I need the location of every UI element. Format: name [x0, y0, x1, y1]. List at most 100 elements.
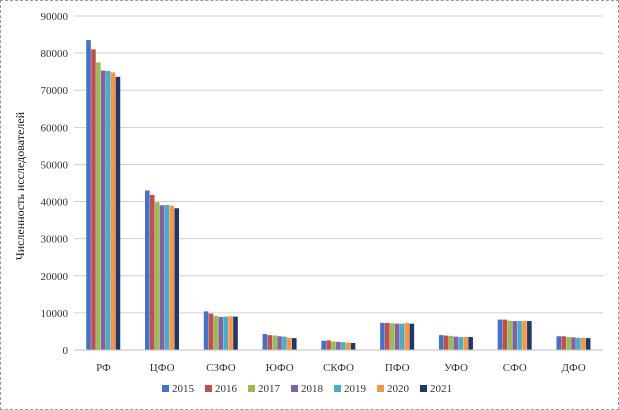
bar-СФО-2020 — [522, 321, 527, 350]
bar-ЮФО-2020 — [287, 337, 292, 350]
legend-label: 2021 — [430, 383, 452, 395]
y-tick-label: 80000 — [41, 48, 69, 60]
legend-item: 2020 — [377, 383, 410, 395]
bar-УФО-2015 — [438, 335, 444, 350]
x-category-label: УФО — [444, 362, 468, 374]
bar-ЮФО-2015 — [262, 334, 268, 350]
bar-ПФО-2020 — [404, 322, 410, 350]
bar-ДФО-2020 — [580, 337, 586, 350]
legend-item: 2015 — [162, 383, 195, 395]
bar-ПФО-2018 — [394, 323, 400, 350]
bar-УФО-2017 — [448, 335, 454, 350]
legend-item: 2019 — [334, 383, 367, 395]
bar-СКФО-2018 — [336, 341, 341, 350]
bar-СКФО-2015 — [321, 340, 326, 350]
bar-СЗФО-2021 — [233, 316, 238, 350]
bar-ПФО-2021 — [409, 323, 415, 350]
bar-ПФО-2019 — [399, 323, 405, 350]
bar-ДФО-2019 — [576, 337, 581, 350]
legend-label: 2017 — [258, 383, 281, 395]
bar-РФ-2015 — [86, 40, 91, 351]
bar-СКФО-2017 — [331, 341, 336, 350]
x-category-label: ПФО — [385, 362, 410, 374]
x-category-label: СКФО — [323, 362, 354, 374]
bar-СКФО-2020 — [345, 342, 351, 350]
legend-label: 2020 — [387, 383, 410, 395]
bar-РФ-2016 — [91, 49, 96, 351]
y-tick-label: 70000 — [41, 85, 69, 97]
bar-СКФО-2019 — [340, 342, 346, 350]
bar-УФО-2018 — [453, 336, 459, 350]
bar-УФО-2021 — [468, 337, 473, 350]
bar-СЗФО-2018 — [218, 316, 224, 350]
y-axis-ticks: 0 10000 20000 30000 40000 50000 60000 70000 8000… — [41, 11, 69, 357]
bar-УФО-2016 — [443, 335, 449, 350]
bar-РФ-2017 — [96, 62, 101, 350]
bar-ДФО-2017 — [566, 337, 571, 350]
bar-ДФО-2021 — [585, 338, 591, 350]
legend-swatch — [248, 385, 255, 392]
legend-label: 2018 — [301, 383, 324, 395]
bar-ПФО-2016 — [385, 322, 390, 350]
y-tick-label: 90000 — [41, 11, 69, 23]
bar-СКФО-2021 — [350, 342, 356, 350]
bar-СЗФО-2015 — [203, 311, 209, 350]
legend-item: 2017 — [248, 383, 281, 395]
bar-СФО-2015 — [497, 319, 503, 350]
bar-ЦФО-2015 — [145, 190, 150, 350]
y-tick-label: 60000 — [41, 122, 69, 134]
x-category-label: РФ — [96, 362, 111, 374]
bar-УФО-2019 — [458, 337, 464, 350]
legend-swatch — [291, 385, 298, 392]
bar-РФ-2020 — [110, 72, 116, 350]
bar-СФО-2019 — [517, 321, 522, 350]
legend-swatch — [420, 385, 427, 392]
bar-ЦФО-2017 — [154, 202, 160, 350]
bar-ЦФО-2016 — [149, 194, 155, 350]
y-tick-label: 20000 — [41, 271, 69, 283]
bar-ЮФО-2018 — [277, 336, 282, 350]
bar-СЗФО-2016 — [208, 313, 214, 350]
x-category-label: СФО — [503, 362, 527, 374]
bar-ЦФО-2019 — [164, 204, 170, 350]
legend-swatch — [205, 385, 212, 392]
y-axis-label: Численность исследователей — [13, 111, 27, 260]
bar-СФО-2017 — [507, 320, 513, 350]
legend-swatch — [334, 385, 341, 392]
bar-СФО-2018 — [512, 321, 517, 350]
legend-label: 2019 — [344, 383, 367, 395]
bar-ДФО-2016 — [561, 336, 566, 350]
bar-ЦФО-2021 — [174, 208, 180, 350]
bar-СФО-2021 — [527, 321, 532, 350]
legend-item: 2018 — [291, 383, 324, 395]
x-category-label: ЦФО — [150, 362, 175, 374]
legend-item: 2021 — [420, 383, 452, 395]
bar-РФ-2021 — [115, 76, 121, 351]
y-tick-label: 50000 — [41, 159, 69, 171]
bars — [86, 40, 591, 351]
legend-item: 2016 — [205, 383, 238, 395]
legend-swatch — [162, 385, 169, 392]
legend-label: 2015 — [172, 383, 195, 395]
bar-ДФО-2018 — [571, 337, 576, 350]
bar-СЗФО-2020 — [228, 316, 233, 350]
legend-swatch — [377, 385, 384, 392]
bar-ПФО-2015 — [380, 322, 385, 350]
y-tick-label: 40000 — [41, 197, 69, 209]
x-axis-categories: РФ ЦФО СЗФО ЮФО СКФО ПФО УФО СФО ДФО — [96, 362, 586, 374]
x-category-label: ДФО — [561, 362, 585, 374]
bar-ЮФО-2016 — [267, 335, 273, 350]
bar-РФ-2018 — [100, 70, 106, 351]
x-category-label: ЮФО — [266, 362, 294, 374]
bar-ЦФО-2018 — [159, 205, 165, 350]
bar-СКФО-2016 — [326, 340, 331, 350]
y-tick-label: 0 — [63, 345, 69, 357]
bar-УФО-2020 — [463, 337, 469, 350]
bar-СЗФО-2017 — [213, 315, 219, 350]
bar-ЮФО-2017 — [272, 335, 277, 350]
legend: 2015 2016 2017 2018 2019 2020 2021 — [162, 383, 452, 395]
bar-ПФО-2017 — [389, 323, 395, 350]
legend-label: 2016 — [215, 383, 238, 395]
bar-СФО-2016 — [502, 319, 508, 350]
